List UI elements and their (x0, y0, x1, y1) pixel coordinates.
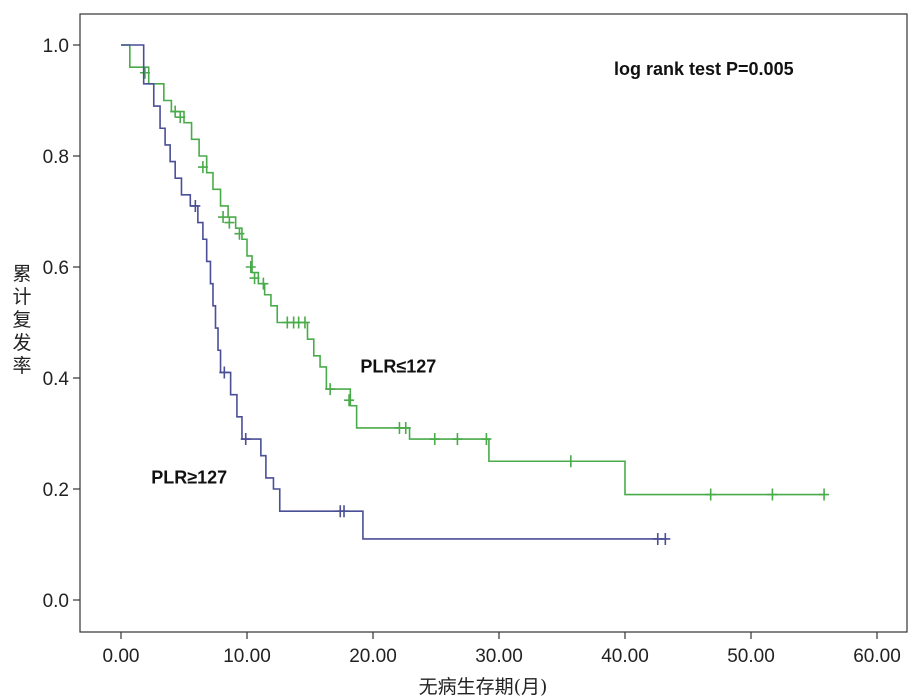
series-layer (121, 44, 830, 545)
censor-mark (819, 488, 830, 501)
series-0 (121, 44, 830, 501)
x-tick-label: 60.00 (853, 646, 901, 667)
censor-mark (224, 216, 235, 229)
censor-mark (245, 261, 256, 273)
x-tick-label: 0.00 (103, 646, 140, 667)
censor-mark (481, 433, 492, 446)
censor-mark (219, 366, 230, 379)
censor-mark (344, 394, 355, 407)
y-tick-label: 0.8 (43, 147, 69, 168)
y-ticks: 0.0 0.2 0.4 0.6 0.8 1.0 (43, 36, 80, 612)
series-1 (121, 44, 671, 545)
x-tick-label: 10.00 (223, 646, 271, 667)
annotation: log rank test P=0.005 (614, 59, 794, 79)
x-axis-title: 无病生存期(月) (419, 676, 548, 698)
x-ticks: 0.00 10.00 20.00 30.00 40.00 50.00 60.00 (103, 632, 901, 667)
censor-mark (258, 277, 269, 290)
censor-mark (190, 199, 201, 212)
group-label: PLR≤127 (360, 356, 436, 376)
y-tick-label: 1.0 (43, 36, 69, 57)
axes: 累计复发率 (12, 13, 908, 633)
survival-curve (121, 44, 667, 540)
censor-mark (429, 433, 440, 446)
censor-mark (660, 532, 671, 545)
y-tick-label: 0.0 (43, 591, 69, 612)
censor-mark (452, 433, 463, 446)
censor-mark (249, 272, 260, 285)
censor-mark (218, 211, 229, 224)
survival-curve (121, 44, 826, 496)
plot-frame (79, 13, 908, 633)
x-tick-label: 30.00 (475, 646, 523, 667)
y-axis-title: 累计复发率 (12, 263, 31, 377)
x-tick-label: 20.00 (349, 646, 397, 667)
censor-mark (565, 455, 576, 468)
censor-mark (234, 227, 245, 240)
censor-mark (767, 488, 778, 501)
censor-mark (197, 161, 208, 174)
censor-mark (170, 105, 181, 118)
censor-mark (240, 433, 251, 446)
censor-mark (175, 111, 186, 124)
censor-mark (299, 316, 310, 329)
y-tick-label: 0.6 (43, 258, 69, 279)
censor-mark (339, 505, 350, 518)
y-tick-label: 0.4 (43, 369, 70, 390)
censor-mark (705, 488, 716, 501)
group-label: PLR≥127 (151, 467, 227, 487)
censor-mark (139, 66, 150, 79)
censor-mark (325, 383, 336, 396)
x-tick-label: 40.00 (601, 646, 649, 667)
labels-layer: PLR≤127 PLR≥127 (151, 356, 436, 487)
y-tick-label: 0.2 (43, 480, 69, 501)
x-tick-label: 50.00 (727, 646, 775, 667)
censor-mark (400, 421, 411, 434)
